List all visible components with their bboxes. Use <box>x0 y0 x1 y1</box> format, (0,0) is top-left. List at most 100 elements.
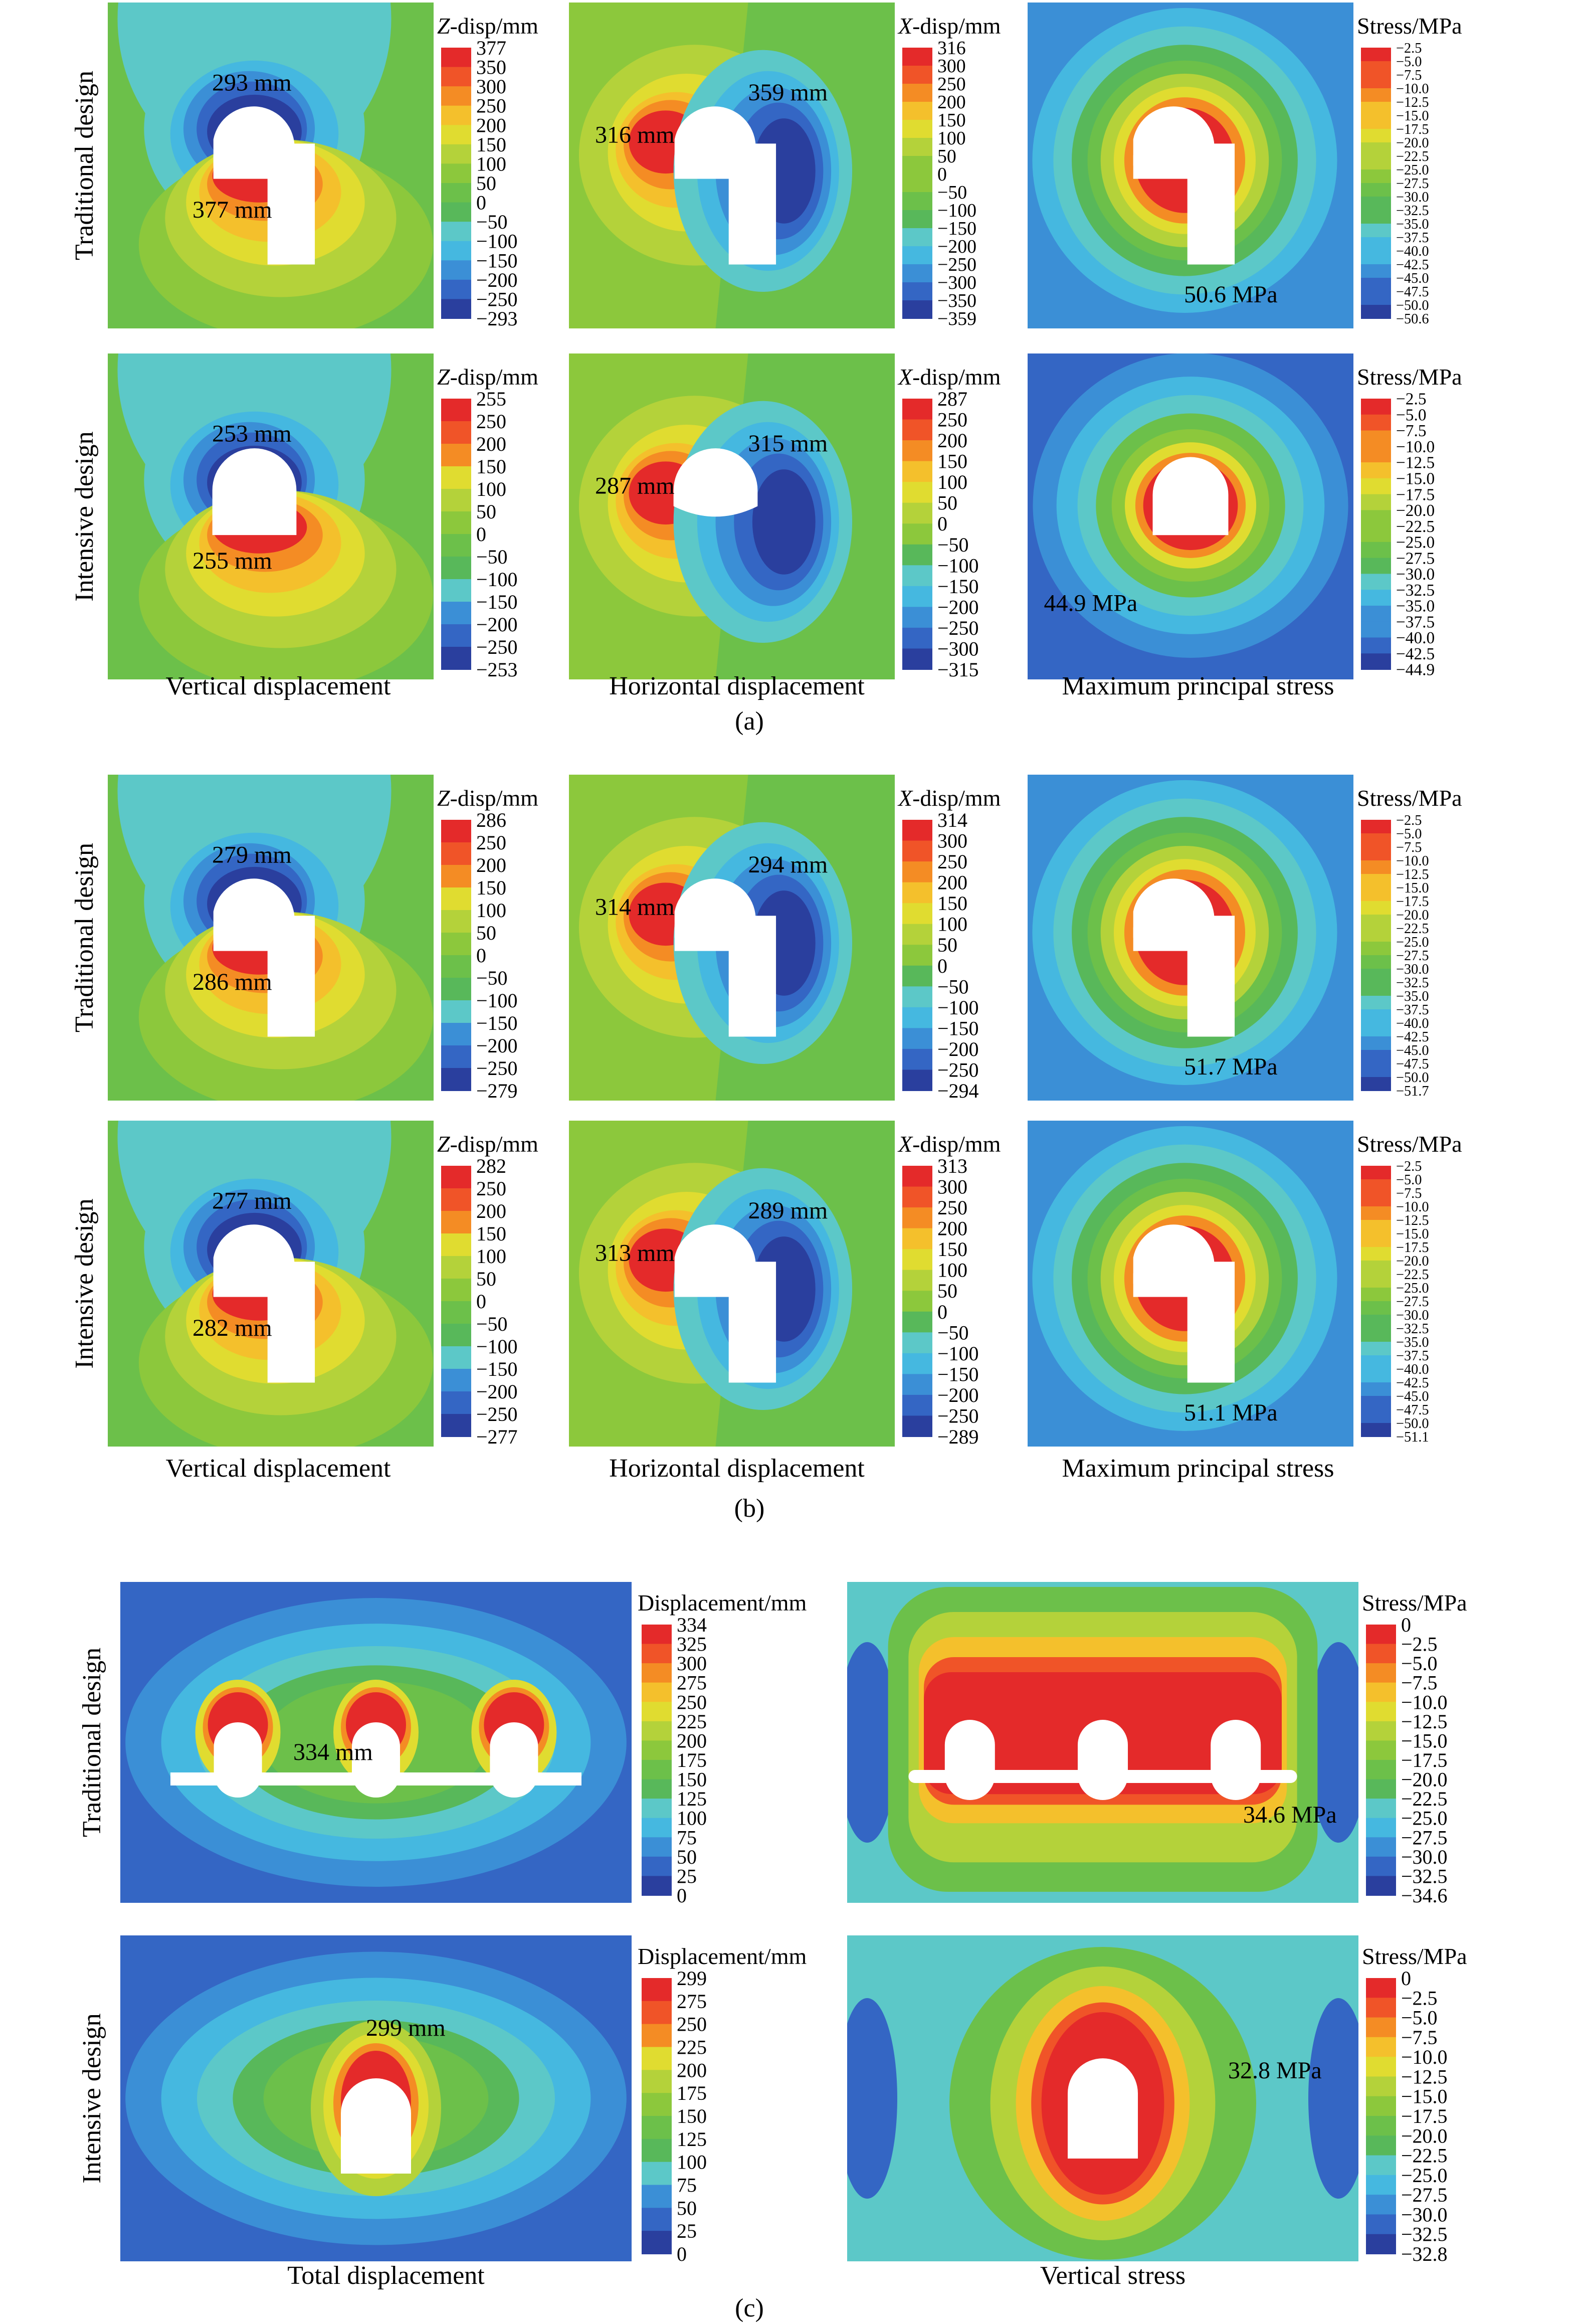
colorbar-tick-label: 25 <box>677 2220 697 2242</box>
colorbar-segment <box>1361 860 1391 874</box>
tunnel-opening <box>490 1722 538 1798</box>
contour-band <box>1308 1998 1358 2199</box>
contour-plot <box>1028 3 1353 328</box>
colorbar-tick-label: 50 <box>937 492 957 514</box>
colorbar-segment <box>902 138 932 156</box>
colorbar-tick-label: −50.0 <box>1396 1070 1429 1086</box>
colorbar-tick-label: −20.0 <box>1401 1768 1448 1791</box>
colorbar-segment <box>902 840 932 862</box>
column-label: Horizontal displacement <box>609 672 865 700</box>
colorbar-tick-label: −12.5 <box>1396 454 1435 472</box>
legend-title-var: Z <box>437 364 450 390</box>
legend-title-unit: Displacement/mm <box>638 1590 807 1616</box>
colorbar-tick-label: −279 <box>476 1080 518 1102</box>
row-label: Intensive design <box>70 1198 99 1368</box>
colorbar-segment <box>1361 874 1391 888</box>
colorbar-tick-label: −10.0 <box>1396 81 1429 97</box>
colorbar-tick-label: −50 <box>937 1321 969 1344</box>
colorbar-segment <box>642 1702 672 1722</box>
colorbar-tick-label: −37.5 <box>1396 1348 1429 1364</box>
colorbar-tick-label: 286 <box>476 809 506 831</box>
colorbar-tick-label: −40.0 <box>1396 244 1429 259</box>
colorbar-segment <box>1361 653 1391 670</box>
tunnel-opening <box>1133 1273 1196 1297</box>
colorbar-segment <box>1366 2017 1396 2038</box>
colorbar-segment <box>1361 291 1391 305</box>
colorbar-tick-label: 100 <box>677 2151 707 2174</box>
colorbar-segment <box>441 1279 471 1302</box>
colorbar-tick-label: −7.5 <box>1401 1672 1438 1694</box>
colorbar-tick-label: −2.5 <box>1401 1987 1438 2009</box>
colorbar-segment <box>1361 88 1391 102</box>
colorbar-segment <box>1361 1247 1391 1261</box>
colorbar-tick-label: −2.5 <box>1396 1159 1422 1174</box>
colorbar-legend: Z-disp/mm282250200150100500−50−100−150−2… <box>437 1131 538 1448</box>
annotation-label: 293 mm <box>212 70 292 96</box>
colorbar-segment <box>1361 1220 1391 1234</box>
contour-plot <box>1028 1121 1353 1447</box>
colorbar-segment <box>902 1186 932 1208</box>
colorbar-tick-label: 150 <box>476 876 506 899</box>
colorbar-tick-label: 100 <box>937 471 967 493</box>
colorbar-tick-label: −20.0 <box>1396 1254 1429 1269</box>
colorbar-tick-label: 300 <box>677 1652 707 1675</box>
colorbar-tick-label: 325 <box>677 1633 707 1656</box>
colorbar-tick-label: −45.0 <box>1396 1043 1429 1058</box>
colorbar-segment <box>441 144 471 164</box>
colorbar-segment <box>1361 156 1391 170</box>
colorbar-segment <box>1361 1409 1391 1423</box>
colorbar-tick-label: −12.5 <box>1396 95 1429 110</box>
colorbar-tick-label: −10.0 <box>1396 438 1435 456</box>
colorbar-segment <box>1361 1206 1391 1220</box>
colorbar-segment <box>1361 901 1391 915</box>
legend-title: X-disp/mm <box>897 785 1001 811</box>
colorbar-tick-label: 125 <box>677 1787 707 1810</box>
colorbar-legend: Z-disp/mm286250200150100500−50−100−150−2… <box>437 785 538 1102</box>
colorbar-segment <box>902 282 932 301</box>
column-label: Maximum principal stress <box>1062 1454 1334 1483</box>
colorbar-segment <box>1361 1179 1391 1193</box>
colorbar-tick-label: −100 <box>937 200 976 221</box>
colorbar-segment <box>441 399 471 422</box>
colorbar-segment <box>441 125 471 145</box>
colorbar-tick-label: 0 <box>677 2243 687 2265</box>
annotation-label: 359 mm <box>748 79 828 106</box>
legend-title: Stress/MPa <box>1362 1590 1467 1616</box>
colorbar-tick-label: −30.0 <box>1396 1308 1429 1323</box>
colorbar-tick-label: 125 <box>677 2128 707 2151</box>
column-label: Maximum principal stress <box>1062 672 1334 700</box>
colorbar-tick-label: −25.0 <box>1396 935 1429 950</box>
colorbar-segment <box>902 820 932 841</box>
legend-title-unit: -disp/mm <box>450 13 539 39</box>
colorbar-segment <box>1361 210 1391 224</box>
colorbar-tick-label: 50 <box>677 1846 697 1868</box>
colorbar-tick-label: −100 <box>476 1335 518 1358</box>
column-label: Horizontal displacement <box>609 1454 865 1483</box>
colorbar-tick-label: −15.0 <box>1396 108 1429 124</box>
colorbar-legend: Z-disp/mm255250200150100500−50−100−150−2… <box>437 364 538 681</box>
colorbar-segment <box>441 887 471 911</box>
tunnel-opening <box>213 1273 276 1297</box>
colorbar-tick-label: −2.5 <box>1396 41 1422 56</box>
colorbar-segment <box>902 48 932 66</box>
colorbar-segment <box>1361 1396 1391 1410</box>
legend-title-var: Z <box>437 785 450 811</box>
colorbar-tick-label: −50 <box>476 546 508 568</box>
legend-title: Stress/MPa <box>1357 364 1462 390</box>
colorbar-tick-label: −294 <box>937 1080 979 1102</box>
row-label: Intensive design <box>78 2013 106 2183</box>
colorbar-tick-label: −12.5 <box>1401 1710 1448 1733</box>
colorbar-segment <box>1361 305 1391 319</box>
annotation-label: 255 mm <box>192 548 272 574</box>
colorbar-segment <box>902 627 932 649</box>
colorbar-segment <box>441 105 471 126</box>
colorbar-segment <box>1366 1998 1396 2018</box>
panel-tag: (a) <box>735 707 764 736</box>
colorbar-segment <box>1361 1301 1391 1315</box>
legend-title: Stress/MPa <box>1357 785 1462 811</box>
legend-title-unit: Stress/MPa <box>1357 13 1462 39</box>
colorbar-segment <box>1361 224 1391 238</box>
colorbar-tick-label: −27.5 <box>1401 2184 1448 2206</box>
colorbar-segment <box>1366 2155 1396 2176</box>
